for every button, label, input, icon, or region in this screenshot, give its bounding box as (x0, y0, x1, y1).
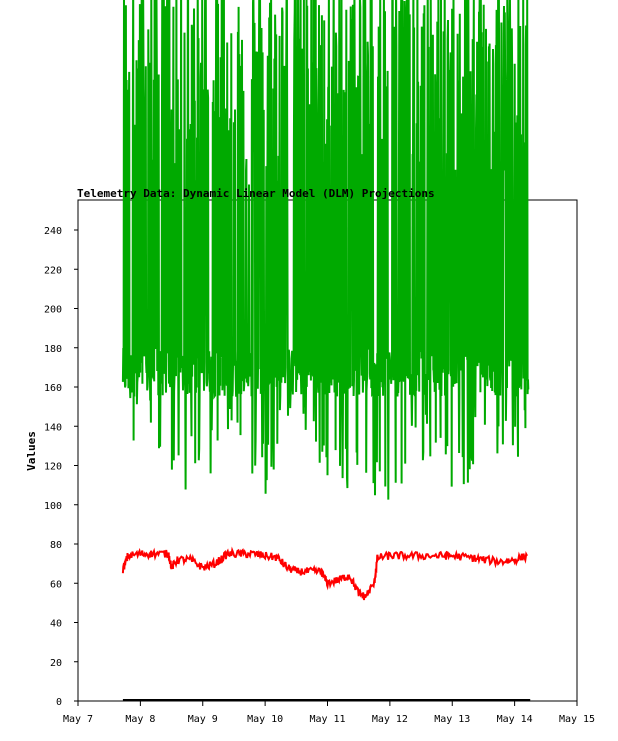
y-tick-label: 120 (44, 462, 62, 473)
y-axis: 0 20 40 60 80 100 120 140 160 180 200 220 240 (44, 226, 78, 708)
x-axis: May 7 May 8 May 9 May 10 May 11 May 12 May 13 M… (63, 701, 595, 725)
y-tick-label: 0 (56, 697, 62, 708)
x-tick-label: May 7 (63, 714, 93, 725)
y-axis-label: Values (25, 431, 38, 471)
x-tick-label: May 12 (372, 714, 408, 725)
y-tick-label: 80 (50, 540, 62, 551)
y-tick-label: 160 (44, 383, 62, 394)
y-tick-label: 240 (44, 226, 62, 237)
x-tick-label: May 13 (434, 714, 470, 725)
y-tick-label: 20 (50, 658, 62, 669)
x-tick-label: May 8 (125, 714, 155, 725)
y-tick-label: 140 (44, 422, 62, 433)
y-tick-label: 200 (44, 305, 62, 316)
y-tick-label: 180 (44, 344, 62, 355)
x-tick-label: May 11 (309, 714, 345, 725)
y-tick-label: 100 (44, 501, 62, 512)
series-green-line (121, 0, 530, 500)
y-tick-label: 40 (50, 619, 62, 630)
x-tick-label: May 9 (188, 714, 218, 725)
series-green-path (121, 0, 530, 500)
x-tick-label: May 14 (497, 714, 533, 725)
y-tick-label: 220 (44, 265, 62, 276)
y-tick-label: 60 (50, 579, 62, 590)
x-tick-label: May 15 (559, 714, 595, 725)
series-red-line (121, 546, 528, 601)
series-red-path (121, 546, 528, 601)
chart-title: Telemetry Data: Dynamic Linear Model (DL… (77, 187, 435, 200)
x-tick-label: May 10 (247, 714, 283, 725)
